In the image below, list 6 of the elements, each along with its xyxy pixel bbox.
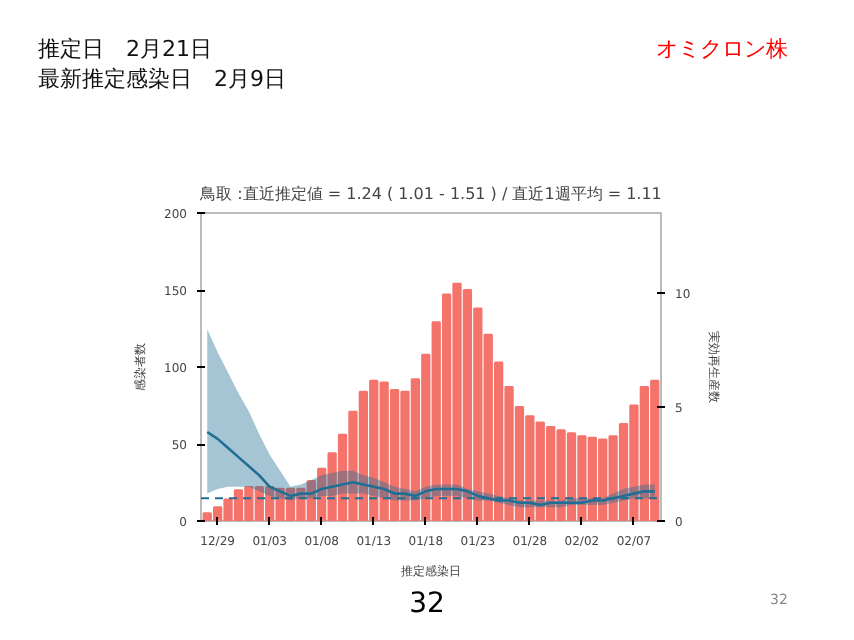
text: 最新推定感染日 2月9日 [38,66,286,92]
line-series [205,430,657,507]
text: 推定日 2月21日 [38,36,212,62]
chart-title: 鳥取 :直近推定値 = 1.24 ( 1.01 - 1.51 ) / 直近1週平均 = 1.11 [198,185,662,203]
text: 32 [409,588,445,620]
text: オミクロン株 [656,34,788,64]
